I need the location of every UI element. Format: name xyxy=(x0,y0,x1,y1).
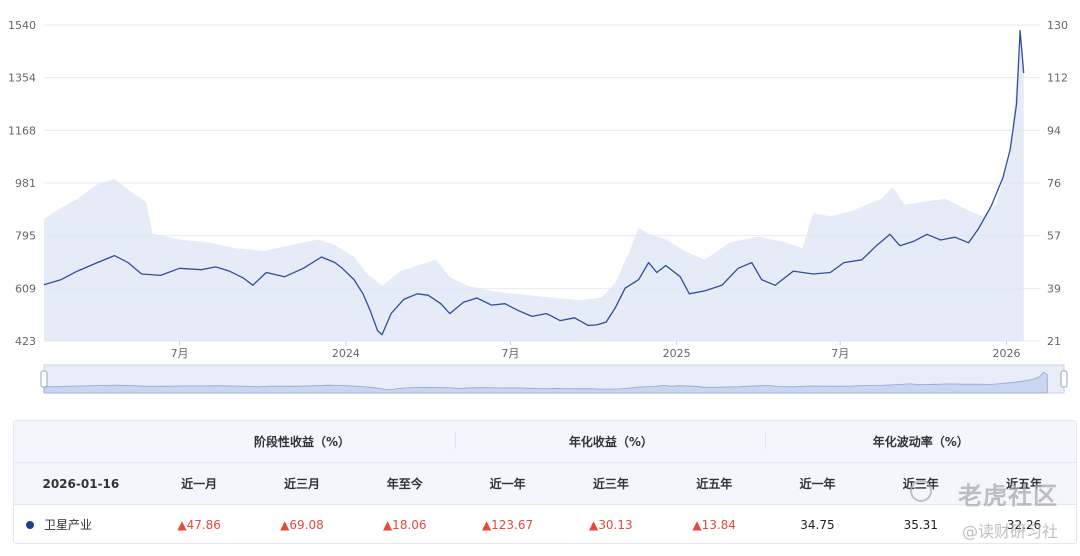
x-tick-label: 2024 xyxy=(332,347,360,360)
col-header: 近一年 xyxy=(489,477,526,491)
zoom-handle-left-icon[interactable] xyxy=(40,370,48,388)
value-cell: ▲123.67 xyxy=(481,517,534,532)
group-annual-return: 年化收益（%） xyxy=(456,421,767,462)
col-header: 近三月 xyxy=(283,477,320,491)
y-right-tick-label: 112 xyxy=(1047,72,1068,85)
col-header: 近五年 xyxy=(696,477,733,491)
col-header: 近五年 xyxy=(1006,477,1043,491)
table-column-header: 2026-01-16 近一月 近三月 年至今 近一年 近三年 近五年 近一年 近… xyxy=(14,462,1076,504)
zoom-handle-right-icon[interactable] xyxy=(1060,370,1068,388)
col-header: 近一年 xyxy=(799,477,836,491)
value-cell: 35.31 xyxy=(903,517,938,532)
performance-table: 阶段性收益（%） 年化收益（%） 年化波动率（%） 2026-01-16 近一月… xyxy=(13,420,1077,544)
y-left-tick-label: 1540 xyxy=(8,19,36,32)
watermark-logo-icon xyxy=(910,480,932,502)
y-left-tick-label: 1354 xyxy=(8,72,36,85)
value-cell: ▲13.84 xyxy=(692,517,736,532)
y-right-tick-label: 94 xyxy=(1047,124,1061,137)
value-cell: ▲47.86 xyxy=(177,517,221,532)
col-header: 近一月 xyxy=(181,477,218,491)
group-spacer xyxy=(14,421,148,462)
group-annual-volatility: 年化波动率（%） xyxy=(872,435,969,449)
x-tick-label: 7月 xyxy=(171,347,189,360)
line-series xyxy=(43,30,1025,336)
x-tick-label: 7月 xyxy=(831,347,849,360)
y-left-tick-label: 1168 xyxy=(8,124,36,137)
y-left-tick-label: 981 xyxy=(15,177,36,190)
table-group-header: 阶段性收益（%） 年化收益（%） 年化波动率（%） xyxy=(14,421,1076,462)
row-name: 卫星产业 xyxy=(44,518,93,532)
x-tick-label: 2025 xyxy=(663,347,691,360)
x-tick-label: 7月 xyxy=(501,347,519,360)
value-cell: ▲18.06 xyxy=(382,517,427,532)
series-dot-icon xyxy=(26,520,34,529)
y-left-tick-label: 423 xyxy=(15,335,36,348)
y-right-tick-label: 21 xyxy=(1047,335,1061,348)
area-series xyxy=(44,30,1024,342)
value-cell: 34.75 xyxy=(800,517,835,532)
table-row: 卫星产业 ▲47.86 ▲69.08 ▲18.06 ▲123.67 ▲30.13… xyxy=(14,504,1076,543)
y-right-tick-label: 76 xyxy=(1047,177,1061,190)
date-header: 2026-01-16 xyxy=(42,476,120,491)
y-left-tick-label: 609 xyxy=(15,282,36,295)
chart: 1540 130 1354 112 1168 94 981 76 795 57 609 39 423 21… xyxy=(8,19,1068,394)
x-tick-label: 2026 xyxy=(993,347,1021,360)
zoom-slider-preview xyxy=(43,371,1048,394)
value-cell: 32.26 xyxy=(1006,517,1042,532)
y-left-tick-label: 795 xyxy=(15,230,36,243)
value-cell: ▲69.08 xyxy=(280,517,324,532)
y-right-tick-label: 130 xyxy=(1047,19,1068,32)
y-right-tick-label: 57 xyxy=(1047,230,1061,243)
value-cell: ▲30.13 xyxy=(589,517,633,532)
col-header: 年至今 xyxy=(386,477,423,491)
y-right-tick-label: 39 xyxy=(1047,282,1061,295)
group-period-return: 阶段性收益（%） xyxy=(148,421,457,462)
row-name-cell: 卫星产业 xyxy=(14,505,148,543)
col-header: 近三年 xyxy=(592,477,629,491)
